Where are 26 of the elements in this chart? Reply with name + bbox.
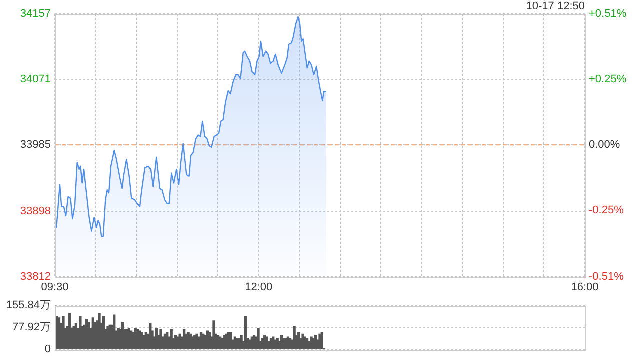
bar bbox=[302, 334, 304, 350]
bar bbox=[293, 326, 296, 350]
bar bbox=[257, 328, 260, 350]
y-tick-label: 33898 bbox=[20, 205, 51, 218]
x-tick-label: 09:30 bbox=[41, 282, 69, 294]
y2-tick-label: +0.25% bbox=[589, 74, 627, 86]
y-tick-label: 0 bbox=[44, 343, 51, 356]
y2-tick-label: -0.25% bbox=[589, 204, 624, 217]
bar bbox=[98, 313, 101, 350]
x-tick-label: 12:00 bbox=[245, 282, 273, 294]
y2-tick-label: 0.00% bbox=[589, 139, 620, 152]
bar bbox=[320, 332, 324, 350]
y-tick-label: 34157 bbox=[20, 8, 51, 20]
text: 10-17 12:50 bbox=[526, 0, 585, 13]
y-tick-label: 34071 bbox=[20, 74, 51, 86]
y-tick-label: 155.84万 bbox=[6, 300, 51, 312]
bar bbox=[62, 316, 65, 350]
x-tick-label: 16:00 bbox=[571, 282, 599, 294]
y2-tick-label: -0.51% bbox=[589, 271, 624, 284]
y-tick-label: 33812 bbox=[20, 271, 51, 284]
bar bbox=[212, 320, 216, 350]
y2-tick-label: +0.51% bbox=[589, 8, 627, 20]
bar bbox=[318, 334, 322, 350]
y-tick-label: 77.92万 bbox=[12, 322, 51, 334]
y-tick-label: 33985 bbox=[20, 139, 51, 152]
bar bbox=[160, 329, 162, 350]
